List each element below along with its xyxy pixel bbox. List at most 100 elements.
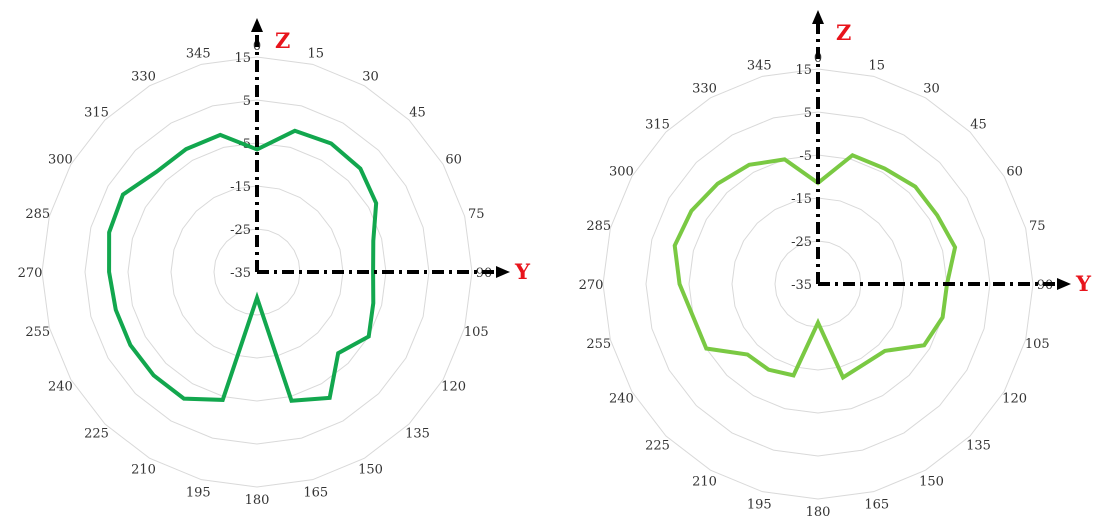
angle-tick-label: 105 xyxy=(1025,337,1050,352)
data-point xyxy=(358,167,362,171)
angle-tick-label: 195 xyxy=(747,497,772,512)
angle-tick-label: 150 xyxy=(919,475,944,490)
data-point xyxy=(367,334,371,339)
grid-ring xyxy=(731,197,905,371)
angle-tick-label: 270 xyxy=(579,278,604,293)
data-point xyxy=(783,157,787,161)
data-point xyxy=(841,375,845,380)
grid-ring xyxy=(645,111,991,457)
angle-tick-label: 210 xyxy=(692,475,717,490)
y-axis-title: Y xyxy=(1075,271,1092,296)
grid-ring xyxy=(602,68,1034,500)
angle-tick-label: 270 xyxy=(18,266,43,281)
z-axis-arrow xyxy=(812,10,824,24)
data-point xyxy=(107,230,111,234)
data-point xyxy=(745,352,750,357)
data-point xyxy=(289,399,294,403)
angle-tick-label: 225 xyxy=(645,439,670,454)
angle-tick-label: 225 xyxy=(84,427,109,442)
radial-tick-label: 5 xyxy=(804,106,812,121)
angle-tick-label: 15 xyxy=(868,59,885,74)
data-point xyxy=(107,270,111,274)
data-point xyxy=(371,301,375,305)
data-point xyxy=(850,153,855,157)
grid-ring xyxy=(170,185,344,359)
angle-tick-label: 240 xyxy=(48,380,73,395)
angle-tick-label: 45 xyxy=(970,117,987,132)
data-point xyxy=(677,282,682,286)
data-point xyxy=(293,129,297,133)
data-point xyxy=(221,398,225,402)
data-point xyxy=(862,362,866,366)
angle-tick-label: 150 xyxy=(358,463,383,478)
angle-tick-label: 30 xyxy=(362,69,379,84)
z-axis-title: Z xyxy=(836,20,851,45)
data-point xyxy=(371,270,375,274)
data-point xyxy=(673,244,677,248)
radial-tick-label: -25 xyxy=(791,235,812,250)
grid-ring xyxy=(127,142,387,402)
data-point xyxy=(121,193,125,197)
angle-tick-label: 15 xyxy=(307,47,324,62)
data-point xyxy=(336,351,340,355)
grid-ring xyxy=(688,154,948,414)
data-point xyxy=(935,213,939,217)
angle-tick-label: 285 xyxy=(586,219,611,234)
data-point xyxy=(941,315,945,319)
data-point xyxy=(922,343,926,347)
angle-tick-label: 60 xyxy=(1006,165,1023,180)
data-point xyxy=(766,368,771,372)
radial-tick-label: 5 xyxy=(243,94,251,109)
y-axis-title: Y xyxy=(514,259,531,284)
angle-tick-label: 135 xyxy=(405,427,430,442)
data-point xyxy=(255,296,259,300)
angle-tick-label: 165 xyxy=(303,485,328,500)
angle-tick-label: 345 xyxy=(186,47,211,62)
z-axis-title: Z xyxy=(275,28,290,53)
data-point xyxy=(329,141,333,146)
radial-tick-label: -35 xyxy=(230,266,251,281)
polar-chart-2: 0153045607590105120135150165180195210225… xyxy=(579,10,1092,520)
angle-tick-label: 255 xyxy=(25,325,50,340)
angle-tick-label: 105 xyxy=(464,325,489,340)
radial-tick-label: -25 xyxy=(230,223,251,238)
radial-tick-label: -5 xyxy=(799,149,812,164)
radial-tick-label: -15 xyxy=(230,180,251,195)
data-point xyxy=(816,321,820,325)
data-point xyxy=(704,346,708,351)
z-axis-arrow xyxy=(251,18,263,32)
grid-ring xyxy=(213,228,301,316)
angle-tick-label: 120 xyxy=(1002,392,1027,407)
data-point xyxy=(114,308,118,312)
grid-ring xyxy=(84,99,430,445)
series-line xyxy=(672,152,958,381)
angle-tick-label: 300 xyxy=(48,153,73,168)
data-point xyxy=(255,147,259,152)
radial-tick-label: -15 xyxy=(791,192,812,207)
data-point xyxy=(184,147,188,151)
angle-tick-label: 330 xyxy=(131,69,156,84)
angle-tick-label: 75 xyxy=(1029,219,1046,234)
data-point xyxy=(374,201,378,205)
angle-tick-label: 60 xyxy=(445,153,462,168)
angle-tick-label: 315 xyxy=(84,105,109,120)
angle-tick-label: 45 xyxy=(409,105,426,120)
polar-chart-1: 0153045607590105120135150165180195210225… xyxy=(18,18,531,508)
angle-tick-label: 165 xyxy=(864,497,889,512)
angle-tick-label: 345 xyxy=(747,59,772,74)
data-point xyxy=(218,133,222,137)
radial-tick-label: -35 xyxy=(791,278,812,293)
data-point xyxy=(691,315,695,319)
angle-tick-label: 195 xyxy=(186,485,211,500)
angle-tick-label: 240 xyxy=(609,392,634,407)
data-point xyxy=(791,373,796,377)
radial-tick-label: 15 xyxy=(795,63,812,78)
data-point xyxy=(716,182,720,186)
angle-tick-label: 120 xyxy=(441,380,466,395)
angle-tick-label: 330 xyxy=(692,81,717,96)
radial-tick-label: 15 xyxy=(234,51,251,66)
y-axis-arrow xyxy=(496,266,510,278)
data-point xyxy=(747,163,751,167)
angle-tick-label: 300 xyxy=(609,165,634,180)
